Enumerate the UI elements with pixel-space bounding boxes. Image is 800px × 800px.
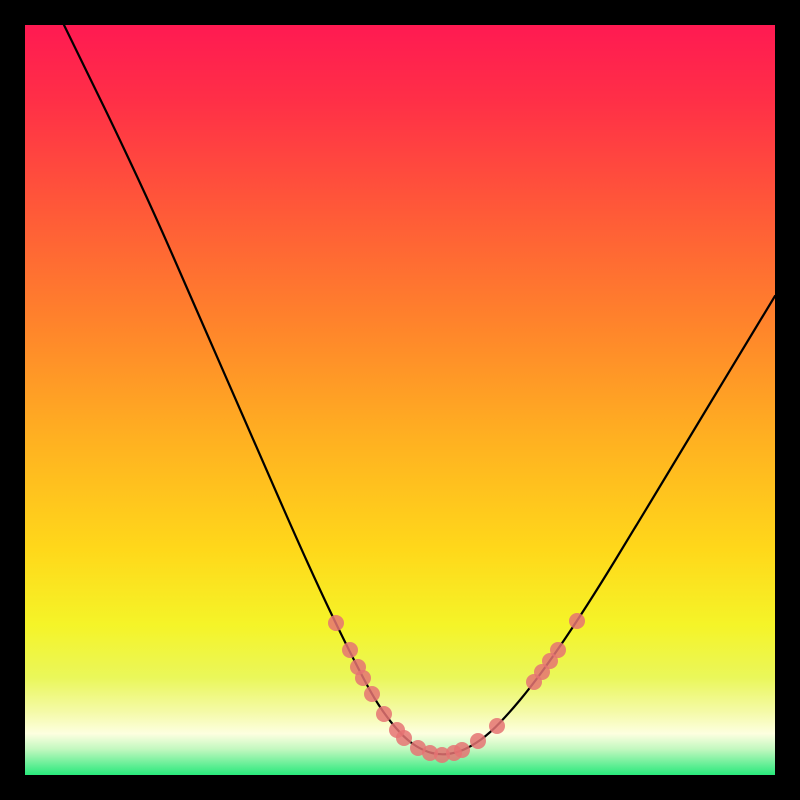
bottleneck-chart bbox=[0, 0, 800, 800]
curve-marker bbox=[328, 615, 344, 631]
curve-marker bbox=[569, 613, 585, 629]
curve-marker bbox=[550, 642, 566, 658]
curve-marker bbox=[454, 742, 470, 758]
curve-marker bbox=[376, 706, 392, 722]
curve-marker bbox=[364, 686, 380, 702]
curve-marker bbox=[470, 733, 486, 749]
curve-marker bbox=[355, 670, 371, 686]
curve-marker bbox=[396, 730, 412, 746]
curve-marker bbox=[342, 642, 358, 658]
chart-background bbox=[25, 25, 775, 775]
curve-marker bbox=[489, 718, 505, 734]
